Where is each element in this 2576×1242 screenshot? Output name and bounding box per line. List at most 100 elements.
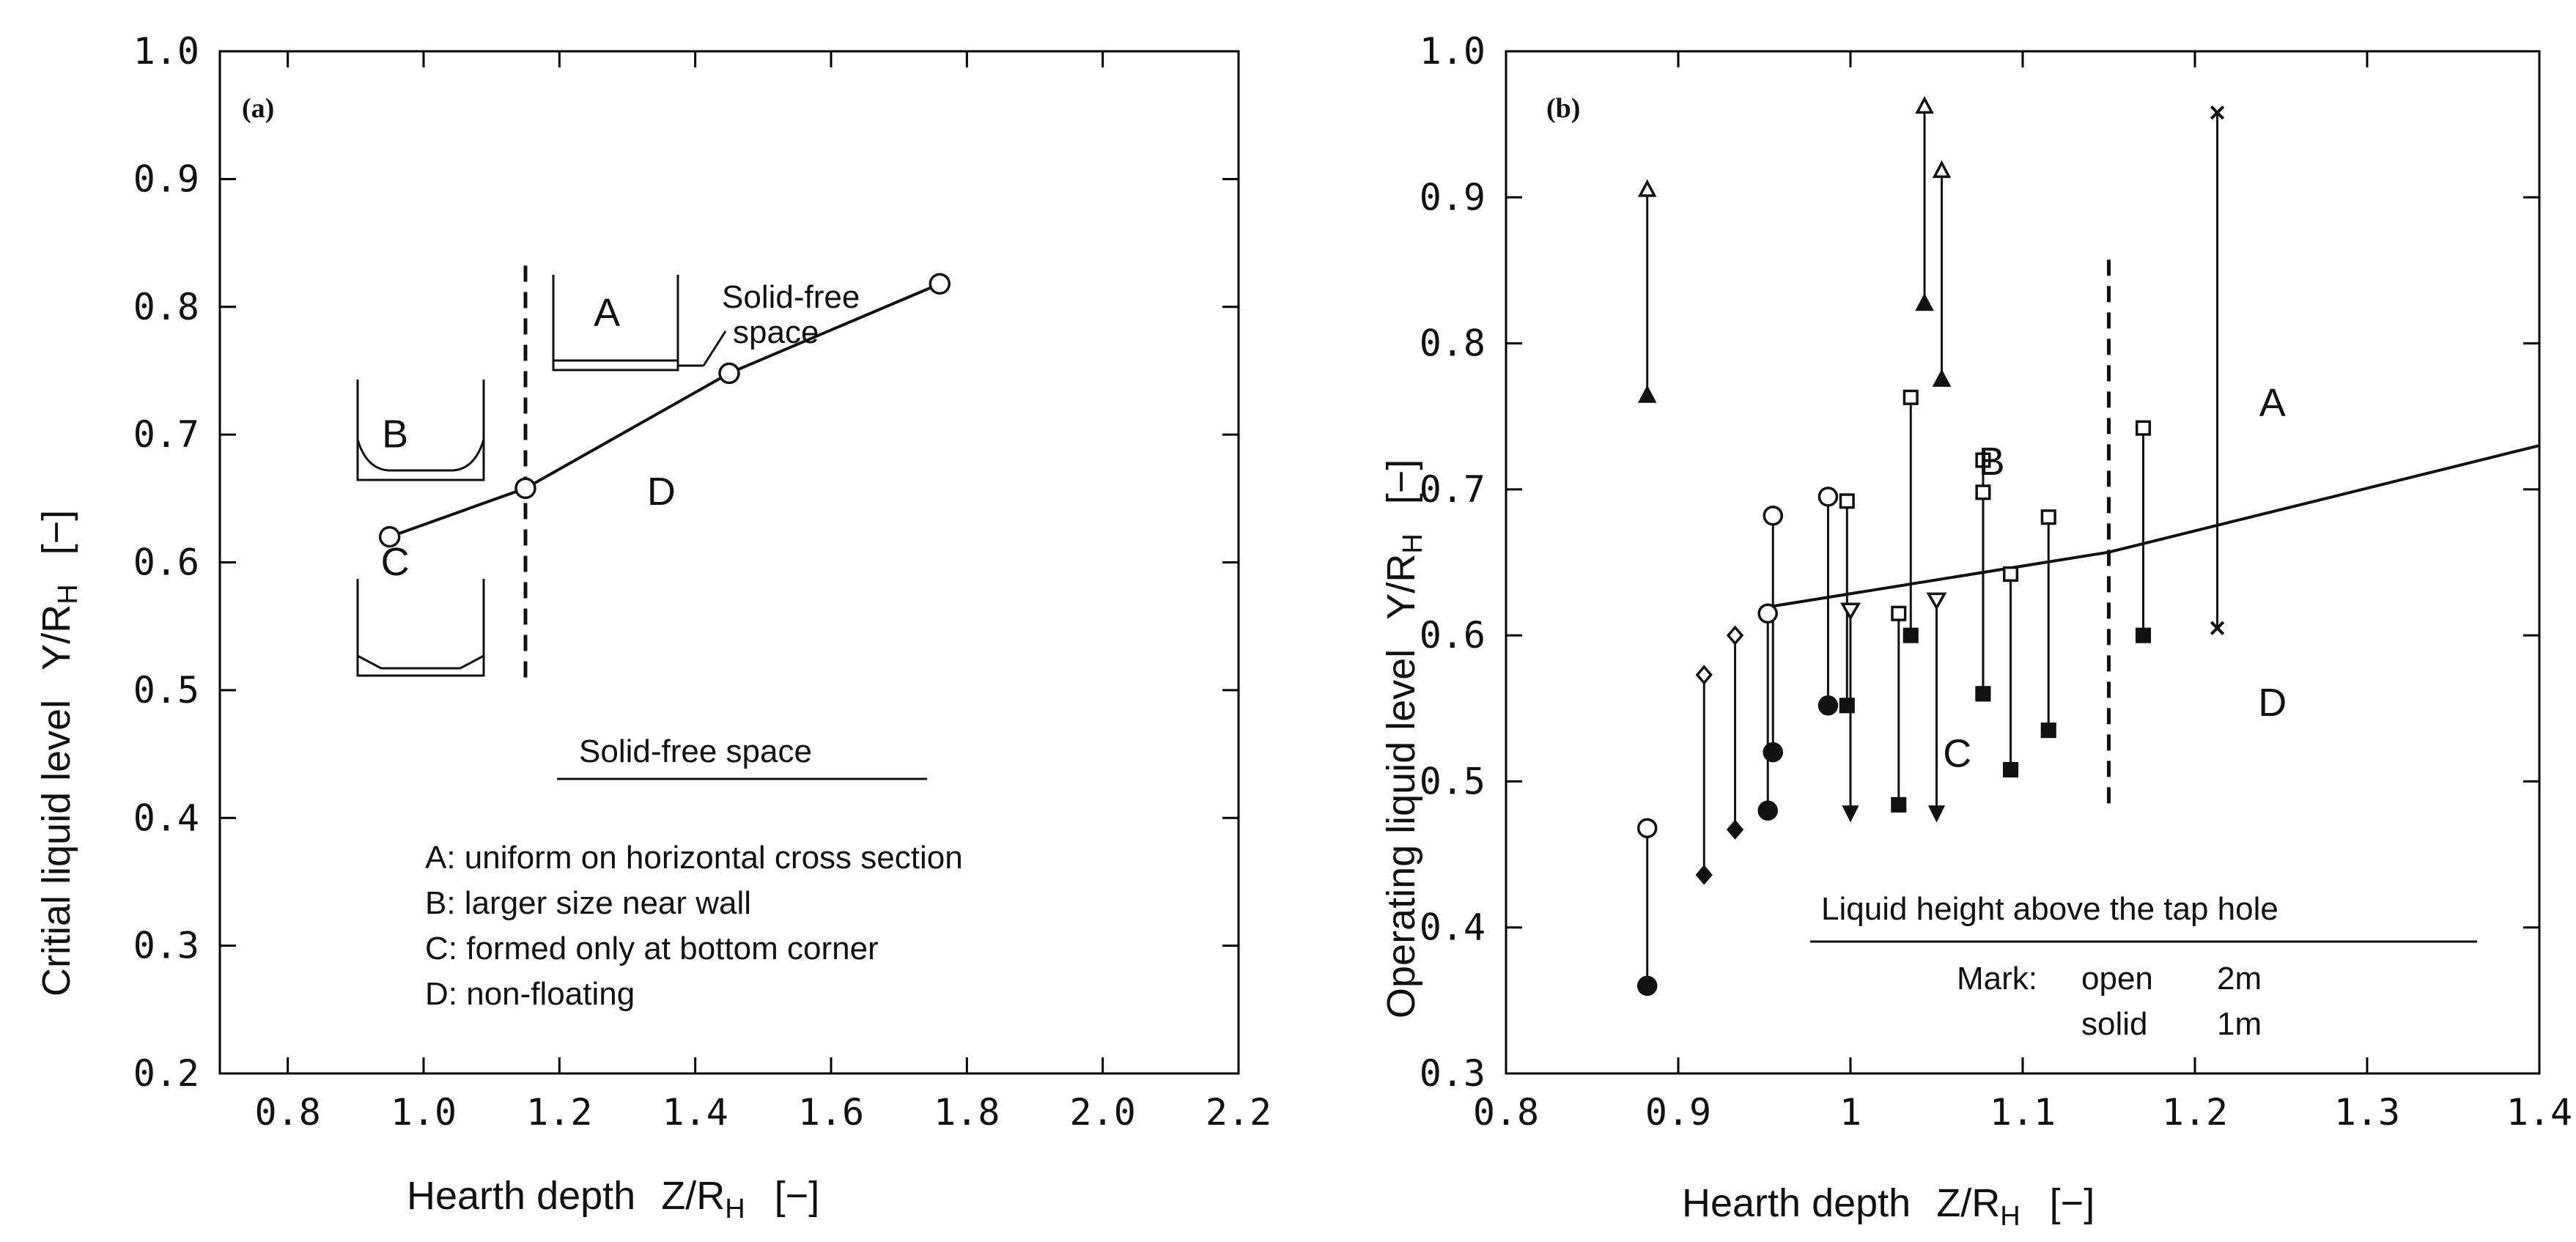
legend-solid-value: 1m bbox=[2217, 1006, 2262, 1042]
open-marker-circle bbox=[1636, 818, 1658, 838]
y-tick-label-a: 0.4 bbox=[133, 796, 199, 839]
solid-marker-diamond bbox=[1695, 865, 1713, 885]
chart-a: (a) 0.8 1.0 1.2 1.4 1.6 1.8 2.0 2.2 0.2 0.3 0.4 0.5… bbox=[34, 30, 1272, 1224]
open-marker-triangle bbox=[1637, 179, 1657, 197]
region-label-c: C bbox=[1943, 732, 1971, 776]
y-tick-label-a: 0.3 bbox=[133, 925, 199, 967]
open-marker-square bbox=[1891, 605, 1907, 621]
vessel-sketch-a bbox=[552, 275, 727, 372]
x-tick-label-a: 1.4 bbox=[663, 1091, 728, 1134]
y-tick-label-b: 0.7 bbox=[1420, 468, 1486, 511]
data-point bbox=[378, 525, 401, 548]
x-tick-label-a: 1.0 bbox=[391, 1091, 457, 1134]
solid-marker-diamond bbox=[1726, 819, 1744, 840]
region-label-c: C bbox=[381, 540, 410, 584]
solid-free-space-caption: Solid-free space bbox=[722, 279, 869, 350]
open-marker-square bbox=[2135, 420, 2152, 436]
x-tick-label-b: 1.2 bbox=[2162, 1091, 2228, 1134]
open-marker-circle bbox=[1757, 603, 1778, 624]
legend-mark-label: Mark: bbox=[1957, 961, 2037, 997]
x-tick-label-b: 0.8 bbox=[1473, 1091, 1539, 1134]
region-label-a: A bbox=[2259, 381, 2286, 425]
y-axis-label-a: Critial liquid levelY/RH[−] bbox=[34, 510, 84, 997]
y-tick-label-a: 0.9 bbox=[133, 158, 199, 200]
open-marker-down-triangle bbox=[1839, 602, 1861, 621]
chart-b: (b) 0.8 0.9 1 1.1 1.2 1.3 1.4 0.3 0.4 0.5 0.6 0.7 0.… bbox=[1379, 30, 2572, 1232]
open-marker-cross bbox=[2210, 106, 2225, 120]
x-tick-label-b: 0.9 bbox=[1645, 1091, 1711, 1134]
region-label-b: B bbox=[1979, 440, 2005, 484]
solid-marker-square bbox=[1891, 796, 1907, 813]
open-marker-circle bbox=[1763, 505, 1783, 526]
solid-marker-triangle bbox=[1637, 385, 1657, 403]
solid-marker-square bbox=[2040, 722, 2056, 739]
y-tick-label-a: 0.7 bbox=[133, 413, 199, 456]
open-marker-square bbox=[2003, 566, 2019, 582]
y-tick-label-b: 0.8 bbox=[1420, 322, 1486, 365]
legend-item-b: B: larger size near wall bbox=[425, 885, 751, 921]
legend-open-label: open bbox=[2081, 961, 2153, 997]
x-axis-label-b: Hearth depth Z/RH [−] bbox=[1682, 1181, 2095, 1232]
y-tick-label-b: 1.0 bbox=[1420, 30, 1486, 73]
x-tick-label-a: 1.8 bbox=[934, 1091, 1000, 1134]
legend-title-b: Liquid height above the tap hole bbox=[1821, 891, 2278, 927]
solid-marker-triangle bbox=[1915, 293, 1934, 311]
x-tick-label-a: 0.8 bbox=[255, 1091, 321, 1134]
x-tick-label-b: 1 bbox=[1839, 1091, 1861, 1134]
legend-open-value: 2m bbox=[2217, 961, 2262, 997]
data-point bbox=[514, 477, 536, 500]
x-tick-label-a: 2.2 bbox=[1206, 1091, 1272, 1134]
x-tick-label-a: 2.0 bbox=[1070, 1091, 1136, 1134]
x-tick-label-b: 1.3 bbox=[2334, 1091, 2400, 1134]
solid-marker-square bbox=[1903, 627, 1919, 643]
x-tick-label-b: 1.1 bbox=[1990, 1091, 2056, 1134]
y-tick-label-a: 0.2 bbox=[133, 1052, 199, 1095]
solid-marker-circle bbox=[1763, 742, 1783, 763]
data-point bbox=[929, 273, 951, 295]
legend-item-a: A: uniform on horizontal cross section bbox=[425, 840, 963, 876]
solid-marker-circle bbox=[1636, 975, 1658, 997]
legend-item-c: C: formed only at bottom corner bbox=[425, 931, 879, 966]
y-tick-label-b: 0.9 bbox=[1420, 176, 1486, 218]
open-marker-square bbox=[1975, 452, 1991, 468]
x-tick-label-a: 1.2 bbox=[526, 1091, 592, 1134]
region-label-d: D bbox=[2258, 681, 2287, 725]
y-tick-label-b: 0.3 bbox=[1420, 1052, 1486, 1095]
x-axis-label-a: Hearth depth Z/RH [−] bbox=[407, 1174, 819, 1224]
solid-marker-square bbox=[2003, 761, 2019, 778]
open-marker-circle bbox=[1817, 487, 1839, 507]
solid-marker-triangle bbox=[1932, 369, 1952, 387]
open-marker-down-triangle bbox=[1926, 592, 1947, 610]
y-tick-label-a: 1.0 bbox=[133, 30, 199, 73]
legend-item-d: D: non-floating bbox=[425, 976, 635, 1012]
open-marker-diamond bbox=[1695, 665, 1713, 685]
panel-label-b: (b) bbox=[1546, 93, 1580, 124]
solid-marker-circle bbox=[1757, 800, 1778, 821]
open-marker-diamond bbox=[1726, 625, 1744, 646]
open-marker-triangle bbox=[1932, 160, 1952, 178]
x-tick-label-a: 1.6 bbox=[798, 1091, 864, 1134]
y-tick-label-b: 0.6 bbox=[1420, 614, 1486, 657]
open-marker-square bbox=[1975, 484, 1991, 500]
critical-level-line bbox=[388, 282, 941, 539]
legend-title-a: Solid-free space bbox=[579, 733, 812, 769]
boundary-curve-b bbox=[1772, 444, 2540, 608]
legend-solid-label: solid bbox=[2081, 1006, 2148, 1042]
y-tick-label-a: 0.6 bbox=[133, 541, 199, 584]
open-marker-square bbox=[1839, 493, 1855, 509]
y-tick-label-b: 0.5 bbox=[1420, 760, 1486, 802]
vessel-sketch-c bbox=[356, 579, 485, 677]
region-label-a: A bbox=[594, 291, 620, 335]
open-marker-square bbox=[1903, 389, 1919, 405]
vessel-sketch-b bbox=[356, 380, 485, 481]
open-marker-triangle bbox=[1915, 95, 1934, 114]
solid-marker-square bbox=[2135, 627, 2152, 643]
solid-marker-square bbox=[1975, 686, 1991, 702]
y-tick-label-a: 0.5 bbox=[133, 669, 199, 711]
arrow-head-down bbox=[1927, 805, 1946, 823]
data-point bbox=[718, 362, 740, 385]
y-axis-label-b: Operating liquid levelY/RH[−] bbox=[1379, 459, 1428, 1019]
solid-marker-cross bbox=[2210, 621, 2225, 635]
y-tick-label-a: 0.8 bbox=[133, 286, 199, 328]
